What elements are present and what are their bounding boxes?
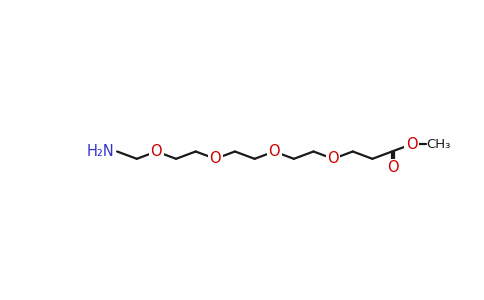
Text: O: O [387,160,399,175]
Text: O: O [327,151,339,166]
Text: O: O [151,144,162,159]
Text: O: O [269,144,280,159]
Text: H₂N: H₂N [87,144,115,159]
Text: O: O [210,151,221,166]
Text: O: O [406,137,418,152]
Text: CH₃: CH₃ [426,138,451,151]
